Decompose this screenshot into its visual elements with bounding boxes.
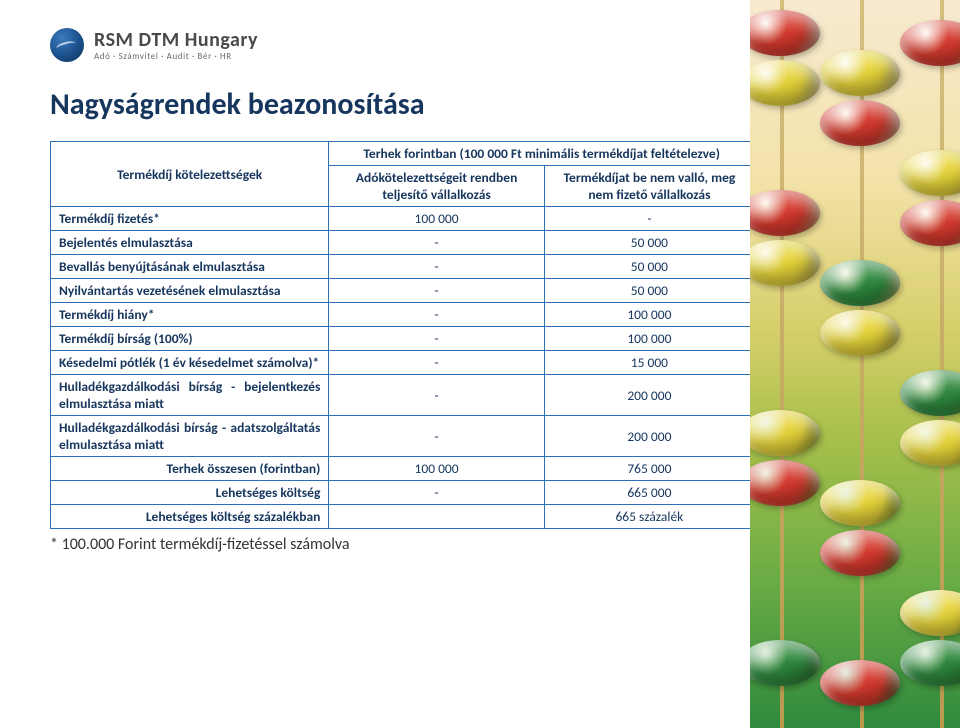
row-label: Hulladékgazdálkodási bírság - bejelentke… bbox=[51, 375, 329, 416]
row-val-1: - bbox=[329, 255, 544, 279]
abacus-bead bbox=[820, 50, 900, 96]
row-label: Nyilvántartás vezetésének elmulasztása bbox=[51, 279, 329, 303]
row-val-1: - bbox=[329, 416, 544, 457]
row-label: Termékdíj bírság (100%) bbox=[51, 327, 329, 351]
row-val-2: - bbox=[544, 207, 754, 231]
cost-table: Termékdíj kötelezettségek Terhek forintb… bbox=[50, 141, 755, 529]
summary-row: Lehetséges költség százalékban 665 száza… bbox=[51, 505, 755, 529]
abacus-bead bbox=[820, 100, 900, 146]
row-val-2: 200 000 bbox=[544, 416, 754, 457]
row-val-2: 50 000 bbox=[544, 279, 754, 303]
table-row: Bevallás benyújtásának elmulasztása - 50… bbox=[51, 255, 755, 279]
row-val-2: 50 000 bbox=[544, 255, 754, 279]
table-row: Hulladékgazdálkodási bírság - bejelentke… bbox=[51, 375, 755, 416]
row-label: Bevallás benyújtásának elmulasztása bbox=[51, 255, 329, 279]
abacus-bead bbox=[750, 410, 820, 456]
abacus-bead bbox=[750, 460, 820, 506]
row-val-2: 15 000 bbox=[544, 351, 754, 375]
table-row: Bejelentés elmulasztása - 50 000 bbox=[51, 231, 755, 255]
summary-row: Lehetséges költség - 665 000 bbox=[51, 481, 755, 505]
row-label: Késedelmi pótlék (1 év késedelmet számol… bbox=[51, 351, 329, 375]
logo-text: RSM DTM Hungary Adó · Számvitel · Audit … bbox=[94, 30, 258, 61]
table-body: Termékdíj fizetés* 100 000 - Bejelentés … bbox=[51, 207, 755, 529]
row-label: Termékdíj fizetés* bbox=[51, 207, 329, 231]
abacus-bead bbox=[820, 660, 900, 706]
row-label: Termékdíj hiány* bbox=[51, 303, 329, 327]
row-val-1: - bbox=[329, 327, 544, 351]
abacus-bead bbox=[750, 10, 820, 56]
globe-icon bbox=[50, 28, 84, 62]
abacus-rod bbox=[780, 0, 784, 728]
col-header-1: Adókötelezettségeit rendben teljesítő vá… bbox=[329, 166, 544, 207]
abacus-bead bbox=[750, 60, 820, 106]
col-header-2: Termékdíjat be nem valló, meg nem fizető… bbox=[544, 166, 754, 207]
table-row: Termékdíj bírság (100%) - 100 000 bbox=[51, 327, 755, 351]
row-val-1: - bbox=[329, 231, 544, 255]
abacus-bead bbox=[900, 640, 960, 686]
summary-val-1: - bbox=[329, 481, 544, 505]
abacus-bead bbox=[820, 480, 900, 526]
summary-label: Lehetséges költség bbox=[51, 481, 329, 505]
row-val-1: 100 000 bbox=[329, 207, 544, 231]
row-label: Bejelentés elmulasztása bbox=[51, 231, 329, 255]
summary-label: Terhek összesen (forintban) bbox=[51, 457, 329, 481]
abacus-bead bbox=[820, 530, 900, 576]
row-val-1: - bbox=[329, 303, 544, 327]
abacus-bead bbox=[900, 200, 960, 246]
row-val-1: - bbox=[329, 279, 544, 303]
abacus-bead bbox=[900, 150, 960, 196]
table-row: Nyilvántartás vezetésének elmulasztása -… bbox=[51, 279, 755, 303]
summary-val-2: 765 000 bbox=[544, 457, 754, 481]
abacus-bead bbox=[750, 190, 820, 236]
row-label: Hulladékgazdálkodási bírság - adatszolgá… bbox=[51, 416, 329, 457]
row-val-2: 200 000 bbox=[544, 375, 754, 416]
logo-company: RSM DTM Hungary bbox=[94, 30, 258, 50]
table-row: Késedelmi pótlék (1 év késedelmet számol… bbox=[51, 351, 755, 375]
summary-val-1: 100 000 bbox=[329, 457, 544, 481]
summary-val-2: 665 százalék bbox=[544, 505, 754, 529]
col-header-label: Termékdíj kötelezettségek bbox=[51, 142, 329, 207]
abacus-image bbox=[750, 0, 960, 728]
summary-label: Lehetséges költség százalékban bbox=[51, 505, 329, 529]
logo-tagline: Adó · Számvitel · Audit · Bér · HR bbox=[94, 52, 258, 61]
abacus-bead bbox=[750, 240, 820, 286]
abacus-bead bbox=[750, 640, 820, 686]
summary-val-2: 665 000 bbox=[544, 481, 754, 505]
row-val-2: 100 000 bbox=[544, 303, 754, 327]
col-header-super: Terhek forintban (100 000 Ft minimális t… bbox=[329, 142, 755, 166]
summary-row: Terhek összesen (forintban) 100 000 765 … bbox=[51, 457, 755, 481]
abacus-bead bbox=[900, 420, 960, 466]
table-row: Hulladékgazdálkodási bírság - adatszolgá… bbox=[51, 416, 755, 457]
row-val-2: 50 000 bbox=[544, 231, 754, 255]
summary-val-1 bbox=[329, 505, 544, 529]
abacus-bead bbox=[900, 590, 960, 636]
abacus-bead bbox=[820, 310, 900, 356]
table-row: Termékdíj hiány* - 100 000 bbox=[51, 303, 755, 327]
abacus-bead bbox=[820, 260, 900, 306]
abacus-bead bbox=[900, 370, 960, 416]
table-row: Termékdíj fizetés* 100 000 - bbox=[51, 207, 755, 231]
row-val-2: 100 000 bbox=[544, 327, 754, 351]
row-val-1: - bbox=[329, 375, 544, 416]
row-val-1: - bbox=[329, 351, 544, 375]
abacus-bead bbox=[900, 20, 960, 66]
